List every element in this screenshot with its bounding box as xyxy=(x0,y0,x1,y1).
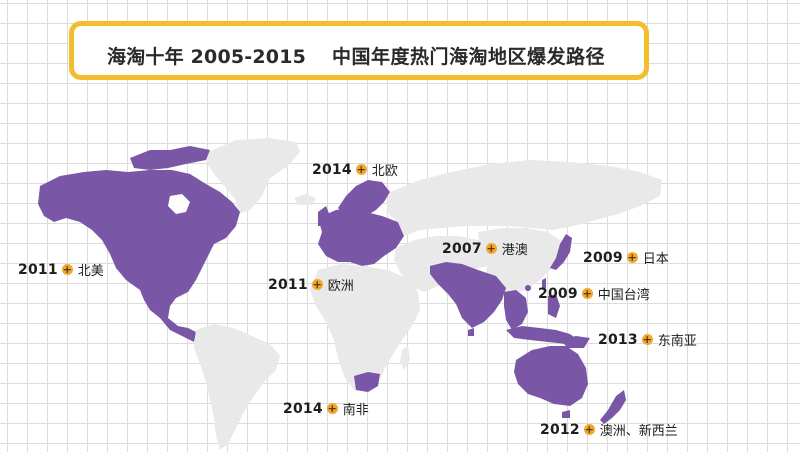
iceland-shape xyxy=(294,194,316,205)
label-region: 欧洲 xyxy=(327,279,354,294)
label-taiwan: 2009 + 中国台湾 xyxy=(538,284,650,304)
australia-shape xyxy=(514,346,588,406)
label-southeast-asia: 2013 + 东南亚 xyxy=(598,330,697,350)
philippines-shape xyxy=(548,294,560,318)
plus-icon: + xyxy=(583,423,595,436)
hong-kong-marker xyxy=(525,285,531,291)
label-region: 日本 xyxy=(642,252,669,267)
north-america-shape xyxy=(38,170,240,342)
africa-shape xyxy=(310,264,420,392)
label-south-africa: 2014 + 南非 xyxy=(283,399,369,419)
title-subtitle: 中国年度热门海淘地区爆发路径 xyxy=(332,46,606,68)
korea-shape xyxy=(544,252,554,266)
label-region: 澳洲、新西兰 xyxy=(599,424,678,439)
indonesia-shape xyxy=(506,326,578,344)
tasmania-shape xyxy=(562,410,570,418)
label-europe: 2011 + 欧洲 xyxy=(268,275,354,295)
label-year: 2011 xyxy=(18,261,58,278)
japan-shape xyxy=(550,234,572,270)
plus-icon: + xyxy=(355,163,367,176)
label-region: 北美 xyxy=(77,264,104,279)
hudson-bay-shape xyxy=(168,194,190,214)
greenland-shape xyxy=(206,138,300,214)
title-main: 海淘十年 2005-2015 xyxy=(107,46,307,68)
british-isles-shape xyxy=(318,206,330,226)
plus-icon: + xyxy=(326,402,338,415)
madagascar-shape xyxy=(400,346,410,370)
taiwan-shape xyxy=(542,278,546,290)
europe-shape xyxy=(318,208,404,266)
label-year: 2012 xyxy=(540,421,580,438)
plus-icon: + xyxy=(311,278,323,291)
label-northern-europe: 2014 + 北欧 xyxy=(312,160,398,180)
scandinavia-shape xyxy=(338,180,390,216)
arctic-islands-shape xyxy=(130,146,210,170)
label-region: 东南亚 xyxy=(657,334,697,349)
new-zealand-shape xyxy=(600,390,626,424)
label-year: 2014 xyxy=(312,161,352,178)
label-year: 2014 xyxy=(283,400,323,417)
label-year: 2013 xyxy=(598,331,638,348)
plus-icon: + xyxy=(485,242,497,255)
indochina-shape xyxy=(504,290,528,330)
plus-icon: + xyxy=(61,263,73,276)
label-year: 2011 xyxy=(268,276,308,293)
sri-lanka-shape xyxy=(468,328,474,336)
label-australia-nz: 2012 + 澳洲、新西兰 xyxy=(540,420,678,440)
label-japan: 2009 + 日本 xyxy=(583,248,669,268)
south-asia-shape xyxy=(430,262,506,328)
title-box: 海淘十年 2005-2015 中国年度热门海淘地区爆发路径 xyxy=(69,21,649,80)
label-region: 中国台湾 xyxy=(597,288,650,303)
south-africa-shape xyxy=(354,372,380,392)
label-hong-kong-macau: 2007 + 港澳 xyxy=(442,239,528,259)
label-year: 2007 xyxy=(442,240,482,257)
plus-icon: + xyxy=(581,287,593,300)
new-guinea-shape xyxy=(560,336,590,348)
label-year: 2009 xyxy=(583,249,623,266)
plus-icon: + xyxy=(626,251,638,264)
china-shape xyxy=(478,228,562,294)
label-north-america: 2011 + 北美 xyxy=(18,260,104,280)
label-region: 北欧 xyxy=(371,164,398,179)
label-region: 港澳 xyxy=(501,243,528,258)
label-year: 2009 xyxy=(538,285,578,302)
russia-shape xyxy=(386,160,662,236)
label-region: 南非 xyxy=(342,403,369,418)
plus-icon: + xyxy=(641,333,653,346)
south-america-shape xyxy=(194,324,280,450)
